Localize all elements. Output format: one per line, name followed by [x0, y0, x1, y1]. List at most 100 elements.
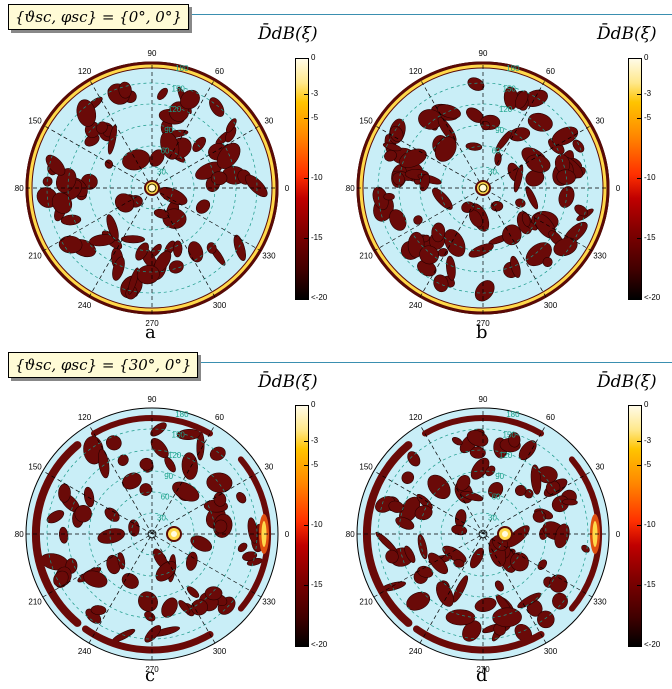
colorbar-tick-mark	[304, 465, 308, 466]
radial-label: 90	[495, 472, 504, 481]
angle-label: 90	[148, 396, 157, 404]
sidelobe	[216, 142, 241, 169]
angle-label: 0	[616, 530, 621, 539]
angle-label: 30	[595, 463, 604, 472]
sidelobe	[462, 620, 482, 642]
sidelobe	[186, 586, 200, 598]
sidelobe	[406, 591, 431, 611]
sidelobe	[161, 597, 178, 618]
colorbar-tick-label: -10	[644, 173, 656, 182]
colorbar-tick-mark	[637, 525, 641, 526]
sidelobe	[401, 471, 415, 484]
colorbar-tick-label: -15	[644, 580, 656, 589]
radial-label: 120	[168, 105, 182, 114]
panel-c-title: D̄dB(ξ)	[258, 372, 318, 392]
sidelobe	[494, 580, 504, 592]
radial-label: 150	[172, 85, 186, 94]
angle-label: 240	[78, 301, 92, 310]
center-marker	[478, 529, 488, 539]
angle-label: 60	[215, 413, 224, 422]
colorbar-tick-label: 0	[644, 400, 649, 409]
colorbar-tick-mark	[304, 178, 308, 179]
radial-label: 60	[492, 493, 501, 502]
colorbar-tick-mark	[637, 58, 641, 59]
panel-d-title: D̄dB(ξ)	[597, 372, 657, 392]
colorbar-tick-mark	[304, 118, 308, 119]
sidelobe	[180, 89, 200, 110]
sidelobe	[191, 599, 208, 616]
sidelobe	[96, 121, 108, 134]
colorbar-tick-label: 0	[311, 400, 316, 409]
sidelobe	[515, 90, 529, 109]
sidelobe	[492, 607, 522, 628]
panel-c-label: c	[145, 665, 156, 686]
colorbar-tick-mark	[637, 405, 641, 406]
sidelobe	[470, 547, 484, 569]
sidelobe	[112, 256, 125, 281]
sidelobe	[122, 149, 151, 171]
angle-label: 210	[28, 598, 42, 607]
sidelobe	[413, 215, 423, 225]
sidelobe	[382, 142, 402, 152]
radial-label: 150	[503, 431, 517, 440]
sidelobe	[488, 482, 504, 498]
sidelobe	[51, 192, 73, 214]
sidelobe	[404, 545, 416, 563]
angle-label: 60	[215, 67, 224, 76]
sidelobe	[510, 255, 521, 278]
sidelobe	[195, 199, 211, 214]
sidelobe	[465, 142, 483, 151]
sidelobe	[392, 172, 405, 186]
colorbar-tick-mark	[304, 298, 308, 299]
colorbar-tick-mark	[304, 58, 308, 59]
sidelobe	[469, 446, 486, 459]
radial-label: 180	[506, 410, 520, 419]
colorbar-tick-mark	[637, 298, 641, 299]
sidelobe	[525, 186, 539, 210]
row-2-rule	[8, 362, 672, 363]
sidelobe	[204, 586, 223, 601]
angle-label: 330	[262, 252, 276, 261]
colorbar-tick-label: -5	[644, 460, 652, 469]
sidelobe	[389, 209, 407, 231]
sidelobe	[451, 436, 463, 446]
polar-plot-b: 0 30 60 90 120 150 180 210 240 270 300 330 30 60 90 120…	[345, 50, 621, 326]
sidelobe	[542, 257, 553, 268]
sidelobe	[76, 99, 97, 127]
angle-label: 180	[345, 184, 355, 193]
angle-label: 150	[359, 463, 373, 472]
sidelobe	[389, 125, 404, 143]
angle-label: 330	[593, 252, 607, 261]
colorbar-tick-label: <-20	[311, 293, 328, 302]
polar-plot-c: 0 30 60 90 120 150 180 210 240 270 300 330 30 60 90 120…	[14, 396, 290, 672]
sidelobe	[552, 592, 568, 610]
colorbar-tick-mark	[637, 645, 641, 646]
angle-label: 180	[14, 530, 24, 539]
sidelobe	[178, 600, 191, 614]
colorbar-tick-label: -5	[311, 460, 319, 469]
sidelobe	[399, 148, 427, 168]
sidelobe	[122, 472, 142, 490]
radial-label: 180	[506, 64, 520, 73]
sidelobe	[98, 448, 110, 479]
sidelobe	[233, 234, 246, 261]
sidelobe	[58, 483, 71, 503]
sidelobe	[168, 260, 184, 274]
sidelobe	[157, 87, 168, 100]
sidelobe	[236, 492, 247, 504]
colorbar-tick-mark	[304, 585, 308, 586]
sidelobe	[45, 154, 66, 176]
sidelobe	[181, 452, 198, 480]
sidelobe	[53, 570, 69, 587]
sidelobe	[431, 222, 446, 243]
sidelobe	[495, 130, 513, 152]
sidelobe	[237, 542, 248, 553]
sidelobe	[530, 464, 542, 495]
angle-label: 270	[145, 319, 159, 326]
radial-label: 60	[161, 493, 170, 502]
colorbar-tick-label: -15	[311, 580, 323, 589]
colorbar-tick-mark	[304, 525, 308, 526]
colorbar-tick-label: -3	[311, 89, 319, 98]
angle-label: 210	[359, 252, 373, 261]
sidelobe	[513, 164, 524, 193]
